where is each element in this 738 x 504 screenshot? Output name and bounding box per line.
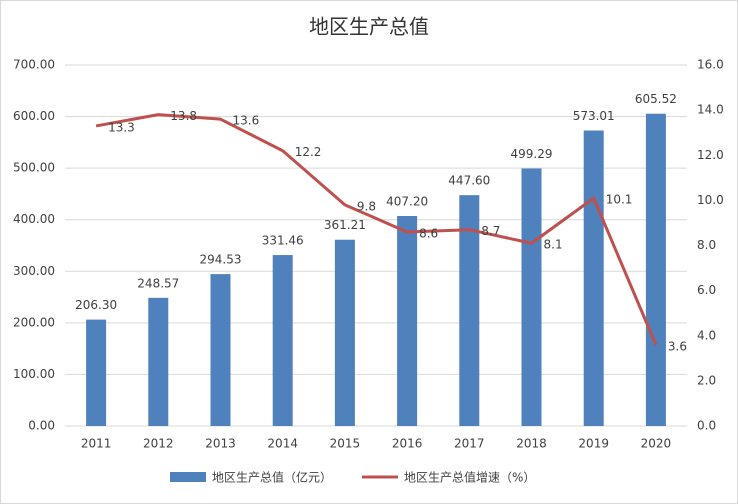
- y2-tick-label: 8.0: [697, 238, 716, 252]
- x-tick-label: 2013: [205, 437, 236, 451]
- line-value-label: 8.1: [544, 238, 563, 252]
- y-tick-label: 100.00: [13, 367, 55, 381]
- legend-swatch: [170, 472, 206, 482]
- bar-value-label: 294.53: [200, 253, 242, 267]
- line-value-label: 8.7: [481, 224, 500, 238]
- x-tick-label: 2016: [392, 437, 423, 451]
- bar-value-label: 605.52: [635, 92, 677, 106]
- y2-tick-label: 6.0: [697, 283, 716, 297]
- line-value-label: 13.6: [233, 114, 260, 128]
- bar-value-label: 447.60: [448, 174, 490, 188]
- bar: [334, 239, 355, 426]
- x-tick-label: 2018: [516, 437, 547, 451]
- x-tick-label: 2012: [143, 437, 174, 451]
- line-value-label: 10.1: [606, 193, 633, 207]
- bar-value-label: 499.29: [511, 147, 553, 161]
- bar-value-label: 206.30: [75, 298, 117, 312]
- x-tick-label: 2014: [267, 437, 298, 451]
- bar-value-label: 331.46: [262, 234, 304, 248]
- y-tick-label: 300.00: [13, 264, 55, 278]
- line-value-label: 8.6: [419, 226, 438, 240]
- bar: [397, 216, 418, 426]
- bar: [272, 255, 293, 426]
- line-value-label: 9.8: [357, 199, 376, 213]
- line-value-label: 13.8: [170, 109, 197, 123]
- bar: [583, 130, 604, 427]
- line-value-label: 3.6: [668, 339, 687, 353]
- y-tick-label: 600.00: [13, 109, 55, 123]
- line: [95, 113, 658, 346]
- bar-value-label: 248.57: [137, 276, 179, 290]
- y2-tick-label: 14.0: [697, 103, 724, 117]
- bar: [148, 297, 169, 426]
- x-tick-label: 2017: [454, 437, 485, 451]
- y2-tick-label: 0.0: [697, 419, 716, 433]
- y-tick-label: 400.00: [13, 212, 55, 226]
- bar: [210, 274, 231, 426]
- x-tick-label: 2019: [578, 437, 609, 451]
- y-tick-label: 500.00: [13, 161, 55, 175]
- bar: [645, 113, 666, 427]
- bar-value-label: 361.21: [324, 218, 366, 232]
- legend-label: 地区生产总值（亿元）: [212, 470, 332, 485]
- y2-tick-label: 16.0: [697, 58, 724, 72]
- x-tick-label: 2011: [81, 437, 112, 451]
- y2-tick-label: 4.0: [697, 328, 716, 342]
- bar: [521, 168, 542, 426]
- line-value-label: 13.3: [108, 120, 135, 134]
- bar: [86, 319, 107, 426]
- y-tick-label: 0.00: [28, 419, 55, 433]
- y-tick-label: 200.00: [13, 315, 55, 329]
- y2-tick-label: 10.0: [697, 193, 724, 207]
- bar: [459, 195, 480, 426]
- line-value-label: 12.2: [295, 145, 322, 159]
- y2-tick-label: 12.0: [697, 148, 724, 162]
- chart-title: 地区生产总值: [309, 15, 429, 39]
- x-tick-label: 2020: [641, 437, 672, 451]
- x-tick-label: 2015: [330, 437, 361, 451]
- y2-tick-label: 2.0: [697, 373, 716, 387]
- legend-label: 地区生产总值增速（%）: [404, 470, 535, 485]
- y-tick-label: 700.00: [13, 58, 55, 72]
- bar-value-label: 573.01: [573, 109, 615, 123]
- bar-value-label: 407.20: [386, 195, 428, 209]
